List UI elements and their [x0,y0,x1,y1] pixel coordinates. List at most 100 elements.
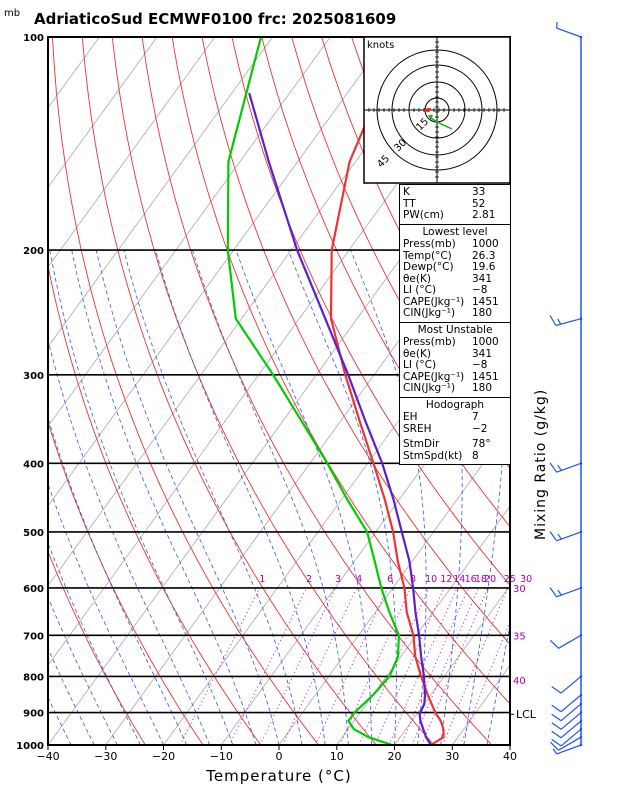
wind-barb-flag [549,462,558,473]
moist-adiabat [48,416,187,745]
wind-barb [549,315,583,327]
isotherm [48,37,100,109]
mixing-ratio-label: 2 [306,574,312,585]
dry-adiabat [201,37,510,645]
mixing-ratio-label: 1 [259,574,265,585]
moist-adiabat [71,250,257,745]
wind-barb-half-flag [557,533,562,540]
wind-barb-shaft [560,712,582,730]
wind-barb-shaft [560,720,582,739]
wind-barb-base [579,711,583,714]
wind-barb-shaft [556,587,582,598]
storm-motion-point [426,108,430,112]
wind-barb-shaft [555,318,582,327]
moist-adiabat [48,482,164,745]
mixing-ratio-line [442,587,509,745]
dry-adiabat [81,37,377,745]
pressure-tick-label: 300 [23,371,44,382]
wind-barb-flag [551,713,562,722]
pressure-tick-label: 100 [23,33,44,44]
moist-adiabat [48,541,141,745]
temperature-tick-label: −20 [152,750,175,763]
wind-barb-half-flag [556,21,558,29]
dry-adiabat [561,37,618,760]
wind-barb [551,693,583,713]
chart-title: AdriaticoSud ECMWF0100 frc: 2025081609 [34,10,396,28]
dry-adiabat [591,37,618,760]
wind-barb [551,711,583,730]
wind-barb-base [579,735,583,739]
wind-barb-shaft [556,531,582,542]
wind-barb [549,462,583,473]
wind-barb-base [579,727,583,731]
isotherm [48,37,273,348]
hodo-row: SREH −2 [403,422,488,435]
dry-adiabat [48,263,262,745]
wind-barb-flag [549,531,558,542]
unstable-row: CAPE(Jkg⁻¹) 1451 [403,370,499,383]
mixing-ratio-line [179,587,261,745]
most-unstable-title: Most Unstable [417,323,493,336]
most-unstable-section: Most Unstable Press(mb) 1000 θe(K) 341 LI … [400,321,510,397]
dry-adiabat [111,37,435,745]
mixing-ratio-label: 18 [475,574,487,585]
pressure-tick-label: 1000 [16,741,44,752]
mixing-ratio-label: 30 [520,574,532,585]
temperature-tick-label: 20 [388,750,402,763]
pressure-tick-label: 400 [23,459,44,470]
unstable-row: θe(K) 341 [403,347,493,360]
hodograph-section: Hodograph EH 7 SREH −2 StmDir 78° StmSpd(kt… [400,396,510,465]
mixing-ratio-label: 6 [387,574,393,585]
isotherm [48,37,389,507]
mixing-ratio-label: 14 [453,574,465,585]
hodograph: knots 15 30 45 [363,36,511,184]
hodograph-axis-ticks [368,41,505,178]
isotherm [336,505,510,745]
hodograph-units: knots [367,40,394,51]
temperature-tick-label: −30 [94,750,117,763]
wind-barb [551,675,583,694]
mixing-ratio-lines [179,587,510,745]
dry-adiabat [48,420,204,745]
moist-adiabat [192,249,349,745]
moist-adiabat [287,249,397,745]
moist-adiabat [486,622,510,745]
wind-barb-half-flag [552,748,558,755]
wind-barb-shaft [556,462,582,473]
hodograph-trace [430,117,453,130]
wind-barb-half-flag [557,464,562,471]
wind-barb [549,634,583,649]
theta-e-label: 40 [513,676,526,687]
dry-adiabat [500,37,510,57]
wind-barb-flag [549,741,559,751]
temperature-tick-label: 0 [276,750,283,763]
lowest-row: CAPE(Jkg⁻¹) 1451 [403,295,499,308]
wind-barb [549,586,583,598]
lowest-row: CIN(Jkg⁻¹) 180 [403,307,493,319]
pressure-tick-label: 600 [23,584,44,595]
mixing-ratio-label: 20 [484,574,496,585]
index-row-pw: PW(cm) 2.81 [403,209,496,221]
mixing-ratio-line [358,587,430,745]
dry-adiabat [51,37,320,745]
temperature-tick-label: −10 [210,750,233,763]
wind-barb-base [579,586,583,590]
moist-adiabat [48,596,118,745]
wind-barb-base [579,317,583,321]
unstable-row: LI (°C) −8 [403,359,488,371]
isotherm [48,37,158,189]
isotherm [48,37,447,587]
dry-adiabat [261,37,510,528]
x-axis-title: Temperature (°C) [205,767,351,785]
pressure-unit-label: mb [4,8,20,19]
wind-barb-flag [551,730,562,739]
mixing-ratio-line [339,587,412,745]
parcel-profile [248,92,432,745]
wind-barbs [549,21,583,755]
pressure-tick-label: 500 [23,528,44,539]
moist-adiabat [48,338,211,745]
dry-adiabat [171,37,510,705]
index-row-tt: TT 52 [403,197,486,210]
wind-barb-base [579,675,583,678]
temperature-tick-label: 10 [330,750,344,763]
